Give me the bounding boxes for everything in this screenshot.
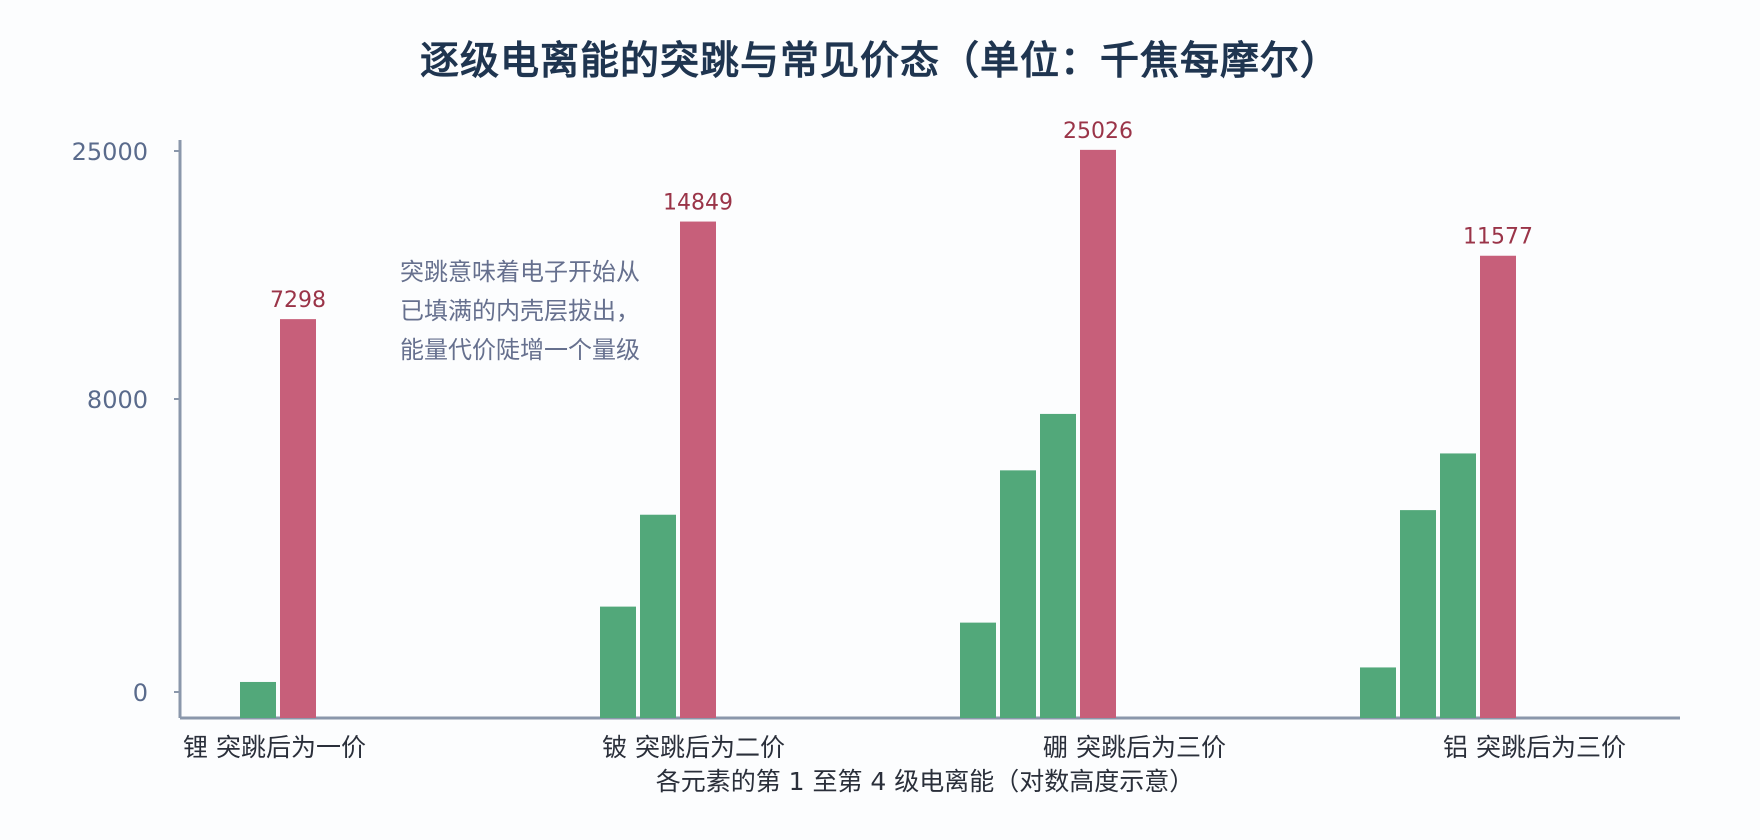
category-label: 铍 突跳后为二价 xyxy=(602,733,785,762)
bar-ionization xyxy=(1360,667,1396,718)
bar-jump xyxy=(1480,255,1516,718)
bar-jump xyxy=(1080,149,1116,718)
bar-ionization xyxy=(960,622,996,718)
bar-ionization xyxy=(600,606,636,718)
annotation-line: 突跳意味着电子开始从 xyxy=(400,258,640,286)
bar-ionization xyxy=(1040,413,1076,718)
labels: 7298 锂 突跳后为一价 14849 铍 突跳后为二价 25026 硼 突跳后为三价 11… xyxy=(183,119,1626,762)
x-axis-label: 各元素的第 1 至第 4 级电离能（对数高度示意） xyxy=(656,767,1195,796)
bar-jump xyxy=(280,319,316,718)
chart-title: 逐级电离能的突跳与常见价态（单位：千焦每摩尔） xyxy=(419,39,1340,84)
category-label: 硼 突跳后为三价 xyxy=(1043,733,1226,762)
y-tick-label: 8000 xyxy=(87,386,148,414)
category-label: 铝 突跳后为三价 xyxy=(1443,733,1626,762)
data-label: 7298 xyxy=(270,288,326,313)
bars xyxy=(240,149,1516,718)
category-label: 锂 突跳后为一价 xyxy=(183,733,366,762)
annotation-line: 能量代价陡增一个量级 xyxy=(400,336,640,364)
bar-ionization xyxy=(240,681,276,718)
y-tick-label: 0 xyxy=(133,679,148,707)
data-label: 11577 xyxy=(1463,225,1533,250)
bar-ionization xyxy=(1000,470,1036,718)
bar-jump xyxy=(680,221,716,718)
annotation-text: 突跳意味着电子开始从已填满的内壳层拔出， 能量代价陡增一个量级 xyxy=(400,258,640,364)
y-tick-label: 25000 xyxy=(72,138,148,166)
data-label: 14849 xyxy=(663,191,733,216)
bar-ionization xyxy=(640,514,676,718)
bar-ionization xyxy=(1400,510,1436,718)
data-label: 25026 xyxy=(1063,119,1133,144)
bar-ionization xyxy=(1440,453,1476,718)
annotation-line: 已填满的内壳层拔出， xyxy=(400,297,640,325)
